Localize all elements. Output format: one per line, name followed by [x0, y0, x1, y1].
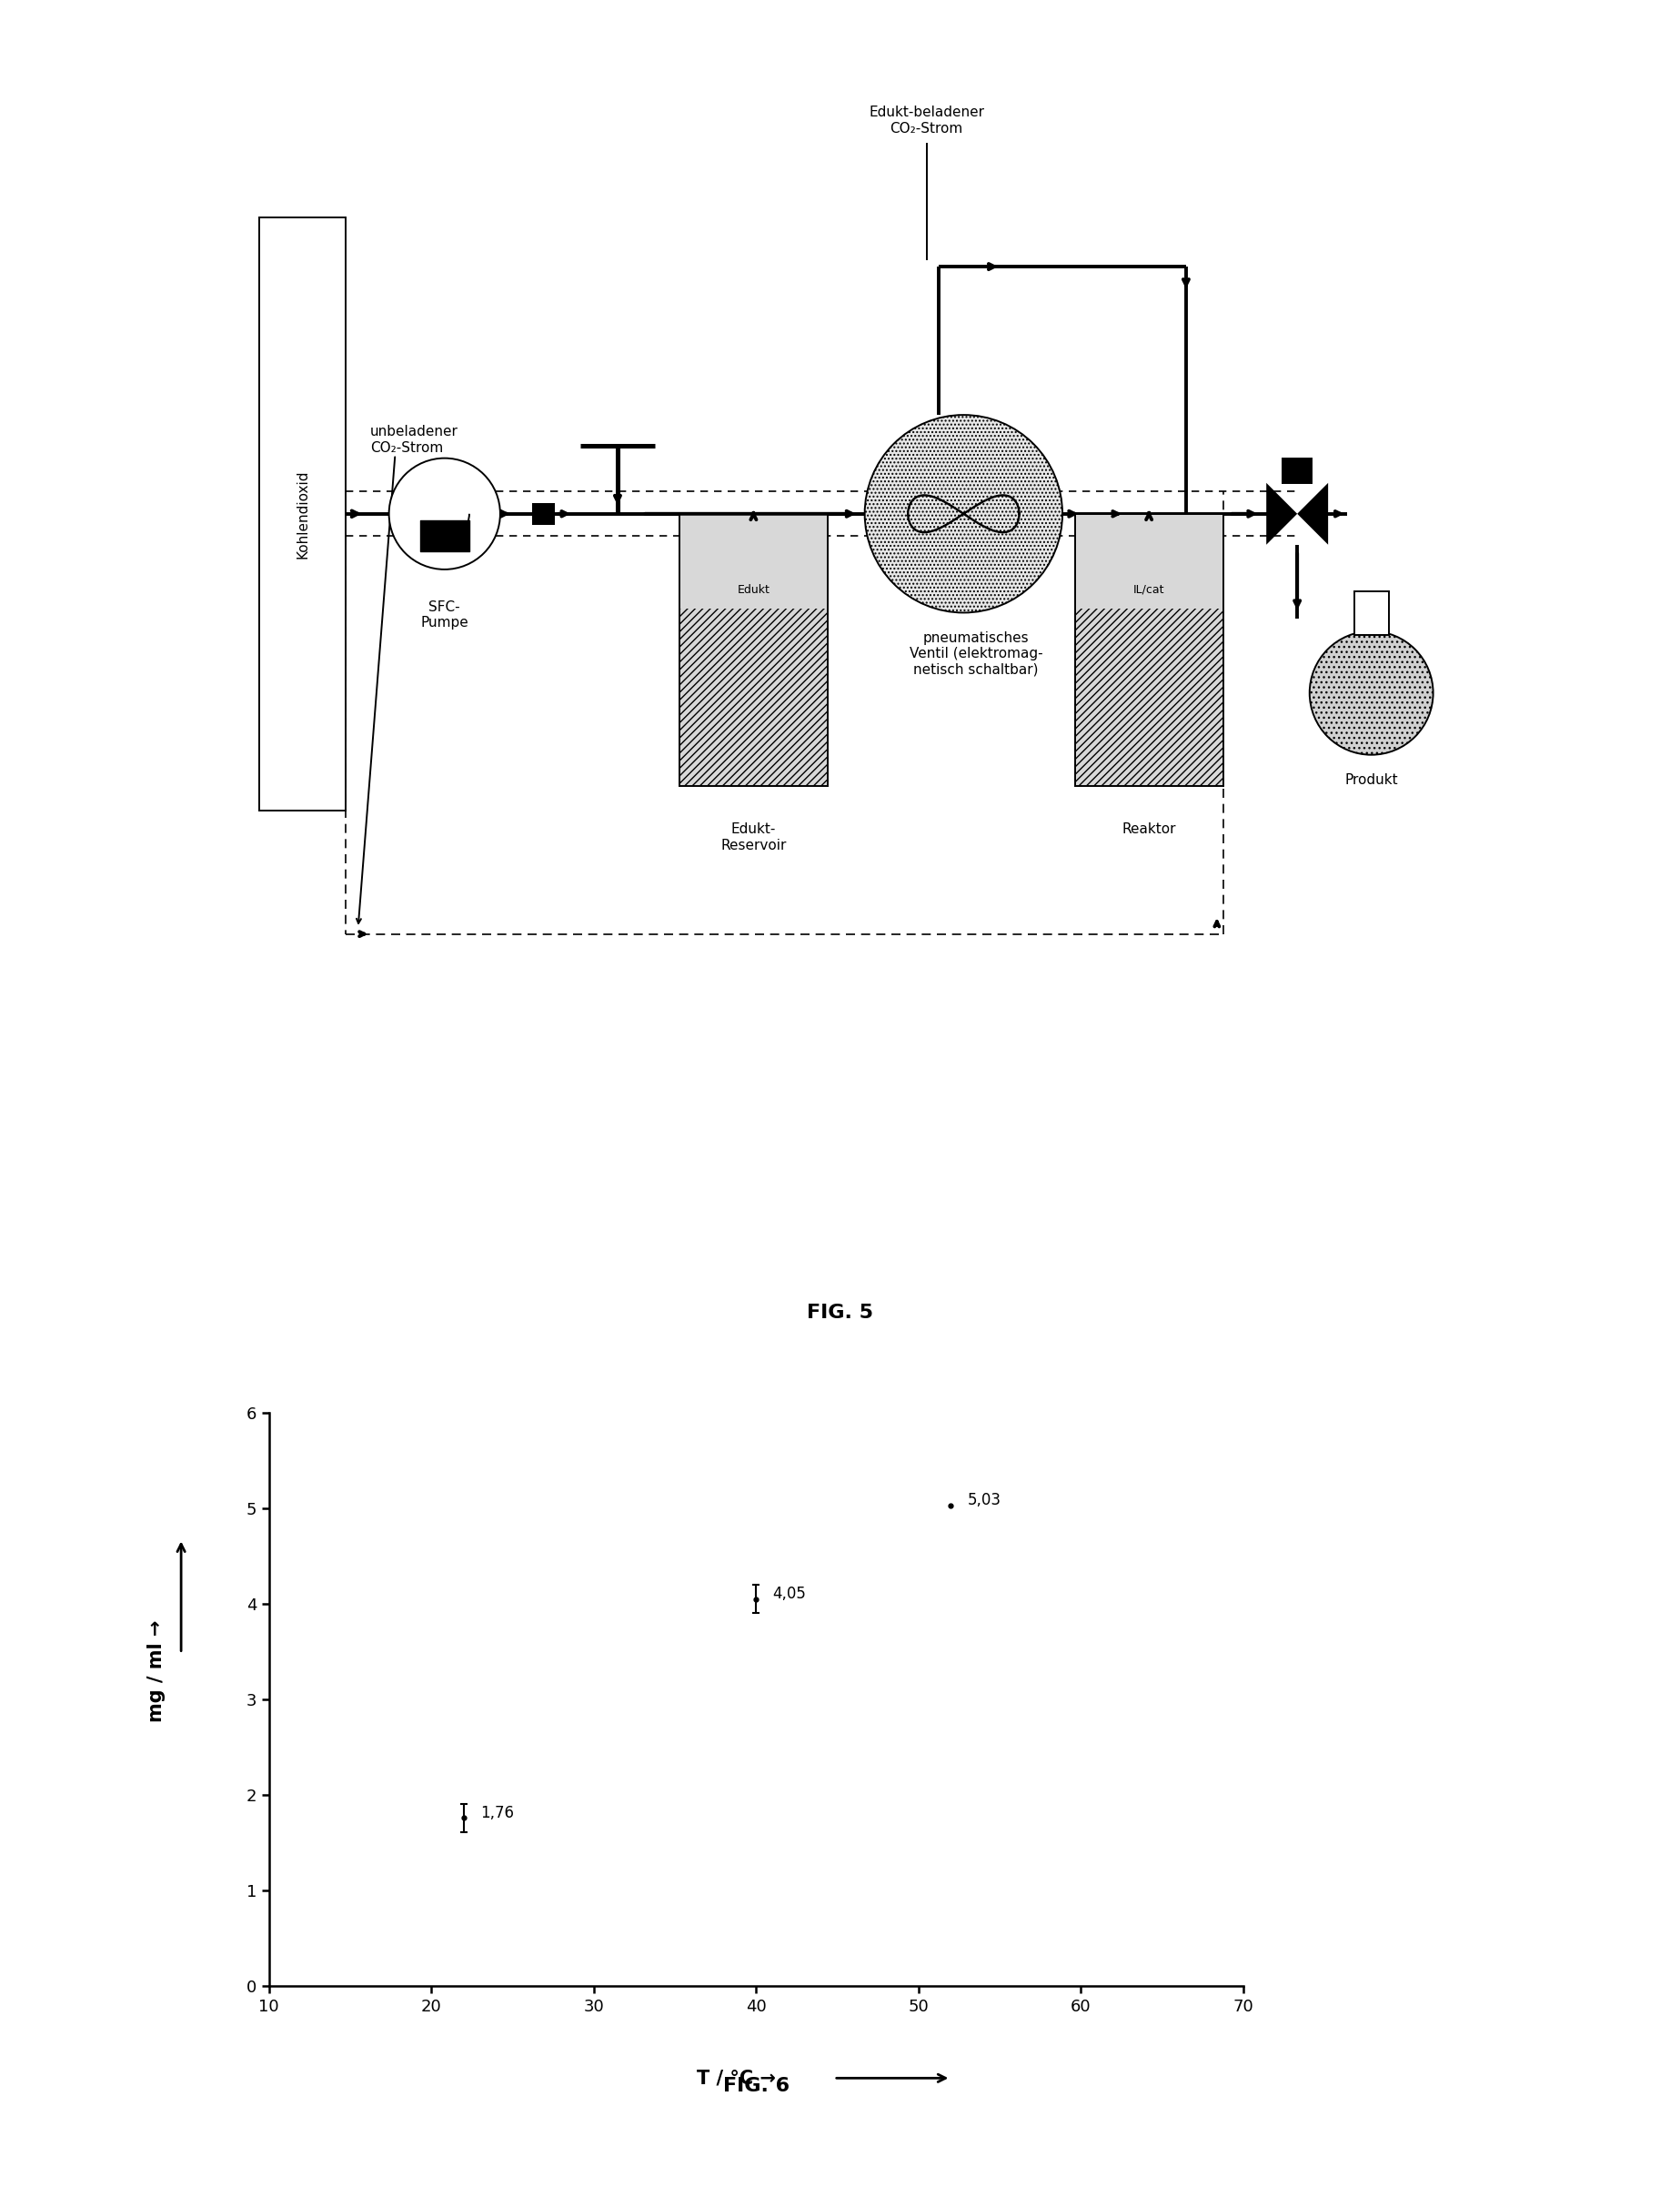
Text: FIG. 5: FIG. 5 — [806, 1304, 874, 1322]
Text: Produkt: Produkt — [1344, 772, 1398, 788]
Text: Edukt-
Reservoir: Edukt- Reservoir — [721, 823, 786, 852]
Circle shape — [1310, 631, 1433, 755]
Bar — [259, 216, 346, 810]
Bar — [1075, 514, 1223, 786]
Text: SFC-
Pumpe: SFC- Pumpe — [420, 600, 469, 629]
Text: mg / ml →: mg / ml → — [148, 1620, 166, 1721]
Text: Edukt-beladener
CO₂-Strom: Edukt-beladener CO₂-Strom — [869, 106, 984, 135]
Text: 1,76: 1,76 — [480, 1805, 514, 1821]
Text: 5,03: 5,03 — [968, 1492, 1001, 1510]
Text: T / °C →: T / °C → — [697, 2068, 776, 2088]
Text: IL/cat: IL/cat — [1134, 585, 1164, 596]
Text: Edukt: Edukt — [738, 585, 769, 596]
Text: Kohlendioxid: Kohlendioxid — [296, 470, 309, 558]
Circle shape — [865, 415, 1062, 614]
Text: Reaktor: Reaktor — [1122, 823, 1176, 836]
Polygon shape — [1267, 483, 1297, 545]
Text: pneumatisches
Ventil (elektromag-
netisch schaltbar): pneumatisches Ventil (elektromag- netisc… — [909, 631, 1043, 678]
Bar — [1354, 591, 1389, 636]
Bar — [1282, 459, 1312, 483]
Bar — [679, 514, 828, 786]
Bar — [679, 609, 828, 786]
Text: FIG. 6: FIG. 6 — [722, 2077, 790, 2094]
Bar — [1075, 609, 1223, 786]
Circle shape — [390, 459, 501, 569]
Polygon shape — [1297, 483, 1329, 545]
Bar — [533, 503, 554, 525]
Text: 4,05: 4,05 — [773, 1587, 806, 1602]
Text: unbeladener
CO₂-Strom: unbeladener CO₂-Strom — [370, 426, 459, 455]
